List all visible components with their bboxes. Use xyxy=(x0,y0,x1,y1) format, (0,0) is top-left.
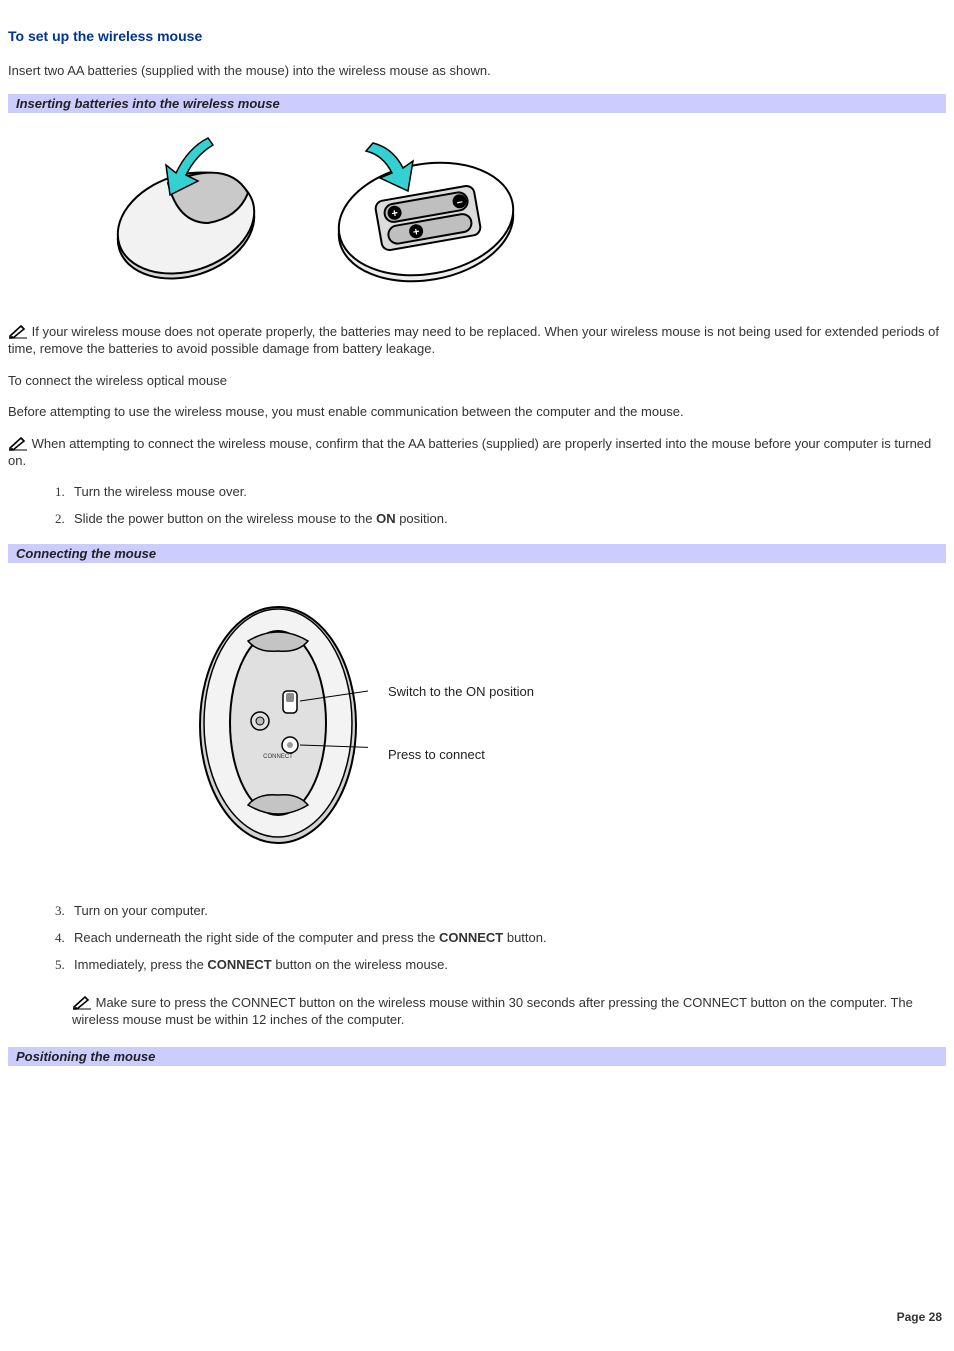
label-switch-on: Switch to the ON position xyxy=(388,684,534,699)
step-5-bold: CONNECT xyxy=(207,957,271,972)
step-4-bold: CONNECT xyxy=(439,930,503,945)
note-2: When attempting to connect the wireless … xyxy=(8,435,946,470)
page-number: Page 28 xyxy=(897,1310,942,1324)
note-icon xyxy=(8,324,32,339)
step-5-pre: Immediately, press the xyxy=(74,957,207,972)
note-icon xyxy=(72,995,96,1010)
note-3-text: Make sure to press the CONNECT button on… xyxy=(72,995,913,1028)
figure-caption-1: Inserting batteries into the wireless mo… xyxy=(8,94,946,113)
step-2-pre: Slide the power button on the wireless m… xyxy=(74,511,376,526)
figure-2-labels: Switch to the ON position Press to conne… xyxy=(388,684,534,762)
note-1-text: If your wireless mouse does not operate … xyxy=(8,324,939,357)
figure-mouse-cover xyxy=(98,123,278,293)
section-heading: To set up the wireless mouse xyxy=(8,28,946,44)
step-1: Turn the wireless mouse over. xyxy=(68,484,946,499)
label-press-connect: Press to connect xyxy=(388,747,534,762)
steps-list-a: Turn the wireless mouse over. Slide the … xyxy=(8,484,946,526)
figure-caption-2: Connecting the mouse xyxy=(8,544,946,563)
figure-mouse-batteries: + – + xyxy=(318,123,528,293)
step-5-post: button on the wireless mouse. xyxy=(272,957,448,972)
step-2-post: position. xyxy=(396,511,448,526)
intro-text: Insert two AA batteries (supplied with t… xyxy=(8,62,946,80)
step-5: Immediately, press the CONNECT button on… xyxy=(68,957,946,972)
step-3: Turn on your computer. xyxy=(68,903,946,918)
note-icon xyxy=(8,436,32,451)
steps-list-b: Turn on your computer. Reach underneath … xyxy=(8,903,946,972)
step-2-bold: ON xyxy=(376,511,396,526)
figure-caption-3: Positioning the mouse xyxy=(8,1047,946,1066)
figure-mouse-bottom: CONNECT xyxy=(188,593,368,853)
step-4-pre: Reach underneath the right side of the c… xyxy=(74,930,439,945)
step-4-post: button. xyxy=(503,930,546,945)
connect-intro: Before attempting to use the wireless mo… xyxy=(8,403,946,421)
note-3: Make sure to press the CONNECT button on… xyxy=(72,994,946,1029)
figure-1: + – + xyxy=(98,123,946,293)
svg-text:CONNECT: CONNECT xyxy=(263,754,293,760)
figure-2: CONNECT Switch to the ON position Press … xyxy=(188,593,946,853)
note-1: If your wireless mouse does not operate … xyxy=(8,323,946,358)
note-2-text: When attempting to connect the wireless … xyxy=(8,436,931,469)
subheading-connect: To connect the wireless optical mouse xyxy=(8,372,946,390)
step-2: Slide the power button on the wireless m… xyxy=(68,511,946,526)
step-4: Reach underneath the right side of the c… xyxy=(68,930,946,945)
